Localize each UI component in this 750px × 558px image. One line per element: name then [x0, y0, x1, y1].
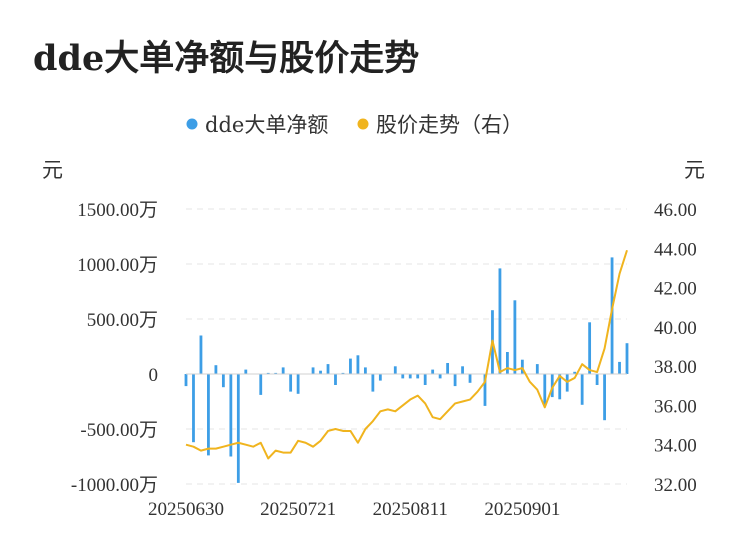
x-axis-ticks: 20250630 20250721 20250811 20250901: [148, 499, 560, 520]
bar: [319, 370, 322, 374]
bar: [498, 268, 502, 374]
bar: [408, 374, 412, 379]
bar: [281, 367, 285, 374]
gridlines: [186, 208, 627, 485]
right-tick-label: 42.00: [654, 279, 697, 300]
bar: [550, 374, 554, 398]
left-tick-label: 0: [149, 365, 159, 386]
right-tick-label: 34.00: [654, 436, 697, 457]
bar: [506, 352, 509, 374]
bar: [513, 300, 517, 374]
bar: [595, 374, 599, 385]
right-tick-label: 32.00: [654, 475, 697, 496]
bar: [236, 374, 240, 483]
bar: [461, 366, 464, 374]
bar: [311, 367, 315, 374]
bar: [192, 374, 195, 443]
legend-label-line: 股价走势（右）: [376, 113, 523, 137]
bar: [184, 374, 188, 387]
right-tick-label: 38.00: [654, 357, 697, 378]
left-axis-unit: 元: [42, 158, 63, 182]
left-axis-ticks: 1500.00万 1000.00万 500.00万 0 -500.00万 -1000.00…: [71, 200, 158, 496]
bar: [221, 374, 225, 388]
bar: [468, 374, 472, 383]
bar: [446, 363, 450, 374]
price-line: [185, 249, 628, 460]
left-tick-label: 1000.00万: [77, 255, 158, 276]
bar: [229, 374, 233, 457]
left-tick-label: 1500.00万: [77, 200, 158, 221]
x-tick-label: 20250630: [148, 499, 224, 520]
left-tick-label: -500.00万: [80, 420, 158, 441]
bar: [535, 364, 539, 374]
legend-marker-bar: [186, 118, 198, 130]
right-tick-label: 44.00: [654, 239, 697, 260]
bar-series: [184, 257, 629, 483]
bar: [603, 374, 606, 421]
bar: [618, 361, 621, 374]
bar: [588, 322, 592, 374]
bar: [199, 335, 203, 374]
bar: [334, 374, 337, 385]
bar: [520, 359, 524, 374]
bar: [244, 369, 248, 374]
bar: [453, 374, 457, 387]
page-title: dde大单净额与股价走势: [33, 38, 420, 79]
right-tick-label: 40.00: [654, 318, 697, 339]
bar: [371, 374, 375, 392]
bar: [558, 374, 562, 400]
bar: [438, 374, 442, 379]
bar: [363, 367, 367, 374]
bar: [266, 372, 270, 374]
bar: [431, 369, 435, 374]
bar: [378, 374, 382, 381]
bar: [349, 358, 352, 374]
bar: [610, 257, 614, 374]
bar: [416, 374, 420, 379]
legend: dde大单净额 股价走势（右）: [186, 113, 523, 137]
bar: [356, 355, 360, 374]
right-axis-unit: 元: [684, 158, 705, 182]
bar: [625, 343, 629, 374]
bar: [401, 374, 405, 379]
left-tick-label: 500.00万: [87, 310, 158, 331]
bar: [393, 366, 397, 374]
legend-marker-line: [357, 118, 369, 130]
bar: [573, 371, 577, 374]
bar: [289, 374, 293, 392]
right-axis-ticks: 46.00 44.00 42.00 40.00 38.00 36.00 34.00 32.00: [654, 200, 697, 496]
bar: [483, 374, 487, 406]
bar: [326, 364, 330, 374]
bar: [296, 374, 300, 394]
x-tick-label: 20250811: [373, 499, 448, 520]
x-tick-label: 20250901: [484, 499, 560, 520]
right-tick-label: 36.00: [654, 396, 697, 417]
legend-label-bar: dde大单净额: [205, 113, 328, 137]
bar: [543, 374, 547, 405]
bar: [259, 374, 263, 395]
bar: [341, 372, 345, 374]
bar: [207, 374, 210, 456]
bar: [423, 374, 427, 385]
right-tick-label: 46.00: [654, 200, 697, 221]
left-tick-label: -1000.00万: [71, 475, 158, 496]
x-tick-label: 20250721: [260, 499, 336, 520]
bar: [274, 372, 278, 374]
bar: [580, 374, 584, 405]
bar: [214, 365, 218, 374]
